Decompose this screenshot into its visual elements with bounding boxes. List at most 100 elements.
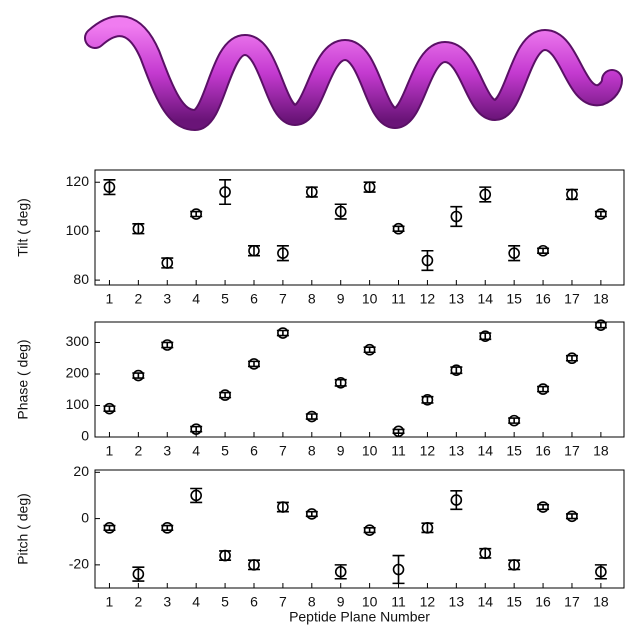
x-tick-label: 8: [308, 443, 316, 459]
plot-frame: [94, 469, 625, 589]
plot-frame: [94, 169, 625, 286]
data-point: [537, 501, 549, 513]
data-point: [537, 383, 549, 395]
x-tick-label: 7: [279, 443, 287, 459]
data-point: [219, 186, 231, 198]
x-tick-label: 16: [535, 594, 551, 610]
data-point: [219, 549, 231, 562]
data-point: [508, 247, 520, 259]
y-tick-label: 300: [66, 333, 90, 349]
x-tick-label: 3: [163, 291, 171, 307]
x-tick-label: 10: [362, 443, 378, 459]
x-tick-label: 1: [106, 594, 114, 610]
data-point: [103, 402, 116, 415]
data-point: [363, 343, 376, 356]
y-tick-label: 20: [73, 463, 89, 479]
data-point: [508, 559, 520, 571]
y-axis-label: Phase ( deg): [15, 339, 31, 419]
x-tick-label: 17: [564, 594, 580, 610]
y-tick-label: 80: [73, 271, 89, 287]
data-point: [363, 181, 376, 193]
data-point: [508, 414, 520, 427]
data-point: [450, 210, 463, 223]
data-point: [392, 222, 405, 235]
x-tick-label: 10: [362, 291, 378, 307]
data-point: [161, 339, 174, 351]
x-tick-label: 6: [250, 594, 258, 610]
error-bar: [450, 490, 463, 511]
data-point: [334, 205, 347, 218]
data-point: [450, 364, 463, 377]
data-point: [450, 494, 463, 506]
data-point: [248, 358, 260, 370]
data-point: [566, 510, 578, 523]
x-tick-label: 5: [221, 443, 229, 459]
x-tick-label: 15: [506, 291, 522, 307]
x-tick-label: 9: [337, 443, 345, 459]
x-tick-label: 14: [477, 594, 493, 610]
data-point: [479, 330, 492, 342]
x-tick-label: 15: [506, 443, 522, 459]
data-point: [161, 257, 174, 269]
y-tick-label: -20: [69, 556, 89, 572]
x-tick-label: 6: [250, 443, 258, 459]
x-tick-label: 8: [308, 291, 316, 307]
data-point: [190, 423, 202, 435]
y-tick-label: 200: [66, 365, 90, 381]
x-tick-label: 15: [506, 594, 522, 610]
data-point: [132, 568, 145, 580]
data-point: [421, 254, 434, 267]
data-point: [421, 522, 434, 534]
x-tick-label: 3: [163, 594, 171, 610]
error-bar: [450, 205, 463, 228]
data-point: [306, 186, 318, 198]
x-tick-label: 2: [134, 594, 142, 610]
data-point: [334, 377, 347, 389]
x-tick-label: 13: [449, 291, 465, 307]
data-point: [132, 222, 145, 235]
y-tick-label: 120: [66, 173, 90, 189]
x-tick-label: 12: [420, 594, 436, 610]
x-tick-label: 17: [564, 443, 580, 459]
x-tick-label: 16: [535, 291, 551, 307]
data-point: [566, 188, 578, 201]
data-point: [277, 501, 289, 513]
plot-frame: [94, 321, 625, 438]
data-point: [248, 244, 260, 257]
x-tick-label: 11: [391, 291, 406, 307]
y-axis-label: Tilt ( deg): [15, 198, 31, 257]
data-point: [392, 563, 405, 576]
data-point: [334, 566, 347, 578]
data-point: [190, 489, 202, 502]
data-point: [306, 410, 318, 423]
data-point: [219, 389, 231, 401]
y-tick-label: 0: [81, 428, 89, 444]
x-tick-label: 1: [106, 443, 114, 459]
x-tick-label: 13: [449, 594, 465, 610]
y-axis-label: Pitch ( deg): [15, 493, 31, 565]
x-tick-label: 18: [593, 443, 609, 459]
data-point: [132, 369, 145, 382]
x-tick-label: 14: [477, 291, 493, 307]
data-point: [103, 181, 116, 193]
x-tick-label: 5: [221, 594, 229, 610]
x-tick-label: 6: [250, 291, 258, 307]
x-tick-label: 2: [134, 291, 142, 307]
x-tick-label: 4: [192, 291, 200, 307]
helix-image: [84, 15, 623, 132]
y-tick-label: 100: [66, 396, 90, 412]
data-point: [248, 559, 260, 571]
x-tick-label: 11: [391, 594, 406, 610]
x-tick-label: 9: [337, 291, 345, 307]
x-tick-label: 9: [337, 594, 345, 610]
data-point: [103, 522, 116, 534]
data-point: [479, 547, 492, 560]
x-tick-label: 18: [593, 594, 609, 610]
x-tick-label: 4: [192, 594, 200, 610]
x-tick-label: 10: [362, 594, 378, 610]
x-tick-label: 2: [134, 443, 142, 459]
x-tick-label: 5: [221, 291, 229, 307]
x-tick-label: 7: [279, 291, 287, 307]
data-point: [363, 524, 376, 536]
